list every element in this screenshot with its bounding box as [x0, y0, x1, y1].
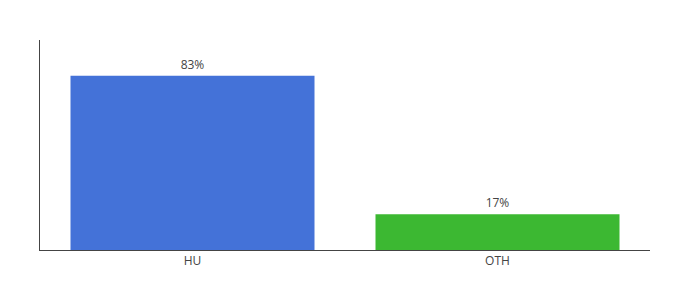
svg-text:17%: 17%	[486, 194, 510, 211]
svg-text:83%: 83%	[181, 56, 205, 73]
svg-text:HU: HU	[184, 252, 202, 269]
svg-text:OTH: OTH	[485, 252, 510, 269]
